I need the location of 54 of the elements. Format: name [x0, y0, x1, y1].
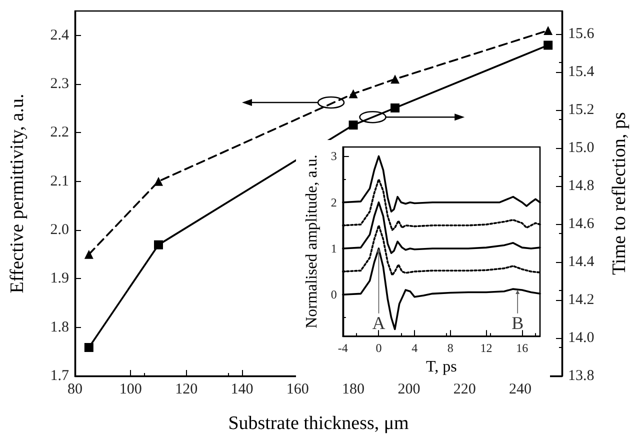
point — [84, 342, 94, 352]
x-axis-title: Substrate thickness, μm — [228, 413, 410, 434]
y-tick-label: 1.9 — [50, 270, 69, 287]
y-tick-label: 2.3 — [50, 76, 69, 92]
x-tick-label: 120 — [175, 382, 198, 398]
y-tick-label: 1.7 — [50, 368, 70, 384]
x-tick-label: 16 — [516, 341, 528, 356]
y2-tick-label: 14.4 — [568, 254, 595, 270]
x-tick-label: 220 — [453, 382, 476, 398]
y-tick-label: 2 — [330, 195, 337, 210]
y2-tick-label: 13.8 — [568, 368, 594, 384]
point — [348, 89, 358, 98]
y2-tick-label: 15.2 — [568, 102, 594, 118]
point — [390, 74, 400, 84]
y2-tick-label: 14.2 — [568, 292, 594, 308]
x-tick-label: -4 — [338, 341, 348, 356]
x-tick-label: 200 — [398, 382, 420, 398]
y-tick-label: 0 — [330, 288, 337, 302]
annotation: B — [512, 312, 524, 333]
y2-tick-label: 14.8 — [568, 178, 594, 194]
x-tick-label: 4 — [412, 341, 418, 356]
point — [390, 103, 400, 112]
x-tick-label: 180 — [342, 382, 365, 398]
y2-tick-label: 14.6 — [568, 216, 595, 232]
y-tick-label: 1.8 — [50, 319, 69, 336]
y2-tick-label: 15.4 — [568, 64, 595, 80]
y2-tick-label: 15.0 — [568, 140, 594, 156]
x-tick-label: 80 — [68, 382, 82, 398]
point — [154, 240, 163, 250]
y2-tick-label: 15.6 — [568, 26, 595, 42]
x-tick-label: 160 — [286, 382, 309, 398]
x-axis-title: T, ps — [426, 358, 457, 376]
y-tick-label: 2.2 — [50, 124, 69, 141]
x-tick-label: 8 — [447, 341, 454, 356]
y-tick-label: 2.1 — [50, 173, 69, 190]
y2-axis-title: Time to reflection, ps — [609, 112, 630, 275]
point — [544, 26, 553, 35]
y-axis-title: Normalised amplitude, a.u. — [304, 154, 320, 328]
point — [544, 40, 553, 50]
y2-tick-label: 14.0 — [568, 330, 594, 346]
x-tick-label: 12 — [480, 341, 492, 356]
x-tick-label: 0 — [376, 341, 382, 356]
x-tick-label: 100 — [119, 382, 142, 398]
y-tick-label: 2.0 — [50, 222, 69, 238]
y-tick-label: 3 — [330, 149, 337, 164]
x-tick-label: 140 — [230, 382, 254, 398]
y-axis-title: Effective permittivity, a.u. — [7, 94, 28, 294]
x-tick-label: 240 — [509, 382, 532, 398]
point — [154, 176, 163, 186]
y-tick-label: 2.4 — [50, 27, 70, 44]
y-tick-label: 1 — [330, 241, 337, 256]
point — [84, 250, 94, 259]
point — [348, 120, 358, 130]
annotation: A — [372, 312, 386, 333]
